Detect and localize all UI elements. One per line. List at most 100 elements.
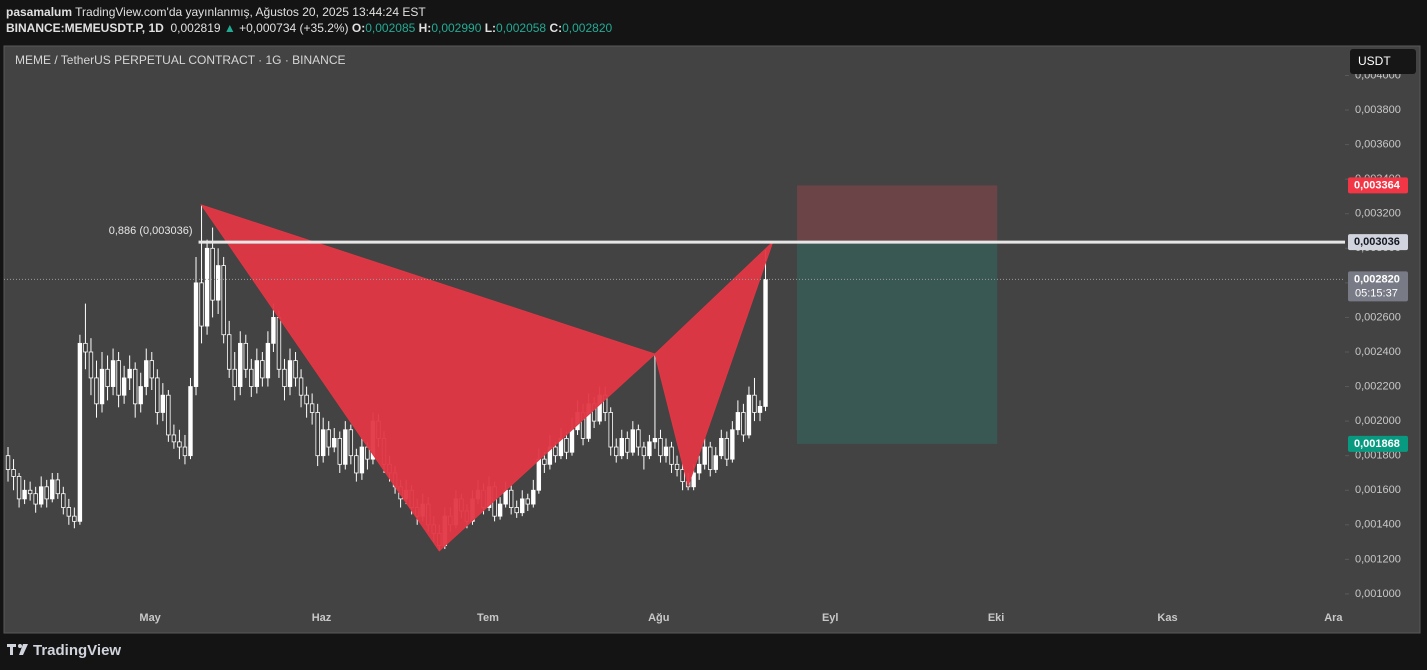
candle-body bbox=[83, 342, 88, 353]
candle-body bbox=[503, 489, 508, 505]
candle-body bbox=[238, 342, 243, 387]
x-tick-label: Eyl bbox=[822, 612, 839, 624]
candle-body bbox=[536, 458, 542, 491]
candle-body bbox=[144, 360, 149, 387]
candle-body bbox=[226, 334, 232, 370]
candle-body bbox=[553, 446, 558, 457]
candle-body bbox=[177, 441, 182, 448]
candle-body bbox=[138, 386, 143, 405]
candle-body bbox=[293, 360, 298, 379]
candle-body bbox=[337, 438, 342, 465]
y-tick-label: 0,002000 bbox=[1355, 415, 1401, 427]
candle-body bbox=[719, 438, 724, 457]
candle-body bbox=[625, 438, 630, 453]
y-tick-label: 0,002200 bbox=[1355, 380, 1401, 392]
price-label: 0,003364 bbox=[1354, 179, 1401, 191]
ohlc-key: L: bbox=[484, 21, 497, 35]
candle-body bbox=[680, 469, 685, 483]
x-tick-label: Kas bbox=[1157, 612, 1177, 624]
candle-body bbox=[730, 429, 735, 460]
candle-body bbox=[193, 282, 199, 387]
candle-body bbox=[497, 503, 503, 517]
candle-body bbox=[608, 412, 613, 448]
candle-body bbox=[50, 479, 55, 500]
x-tick-label: Ara bbox=[1324, 612, 1343, 624]
candle-body bbox=[55, 479, 60, 495]
candle-body bbox=[287, 360, 293, 387]
ohlc-key: H: bbox=[418, 21, 432, 35]
y-tick-label: 0,003600 bbox=[1355, 139, 1401, 151]
x-tick-label: Tem bbox=[477, 612, 499, 624]
x-tick-label: Eki bbox=[988, 612, 1005, 624]
fib-label: 0,886 (0,003036) bbox=[109, 225, 193, 237]
candle-body bbox=[614, 446, 619, 457]
ohlc-value: 0,002990 bbox=[431, 21, 482, 35]
candle-body bbox=[265, 342, 271, 379]
candle-body bbox=[11, 469, 16, 477]
candle-body bbox=[315, 412, 320, 457]
candle-body bbox=[249, 368, 254, 387]
candle-body bbox=[763, 279, 768, 407]
candle-body bbox=[741, 412, 746, 436]
author: pasamalum bbox=[6, 5, 73, 19]
ohlc: O:0,002085 H:0,002990 L:0,002058 C:0,002… bbox=[352, 21, 612, 35]
candle-body bbox=[61, 493, 66, 508]
candle-body bbox=[359, 446, 365, 474]
candle-body bbox=[38, 486, 44, 505]
candle-body bbox=[724, 438, 730, 460]
price-label-bg bbox=[1348, 435, 1408, 452]
candle-body bbox=[564, 438, 569, 453]
candle-body bbox=[735, 412, 741, 431]
currency-button[interactable] bbox=[1350, 49, 1416, 74]
candle-body bbox=[708, 446, 713, 470]
candle-body bbox=[652, 438, 658, 443]
candle-body bbox=[320, 429, 326, 457]
candle-body bbox=[674, 463, 680, 470]
pattern-triangle bbox=[200, 204, 656, 552]
currency-label[interactable]: USDT bbox=[1358, 54, 1391, 68]
candle-body bbox=[348, 429, 354, 457]
candle-body bbox=[542, 458, 547, 465]
candle-body bbox=[132, 368, 138, 405]
candle-body bbox=[166, 394, 171, 436]
candle-body bbox=[66, 507, 72, 517]
candle-body bbox=[636, 429, 641, 448]
candle-body bbox=[525, 498, 530, 505]
candle-body bbox=[282, 368, 287, 387]
candle-body bbox=[630, 429, 636, 453]
candle-body bbox=[647, 441, 652, 457]
ohlc-value: 0,002085 bbox=[365, 21, 416, 35]
candle-body bbox=[99, 368, 105, 405]
target-zone bbox=[797, 242, 998, 444]
candle-body bbox=[332, 438, 337, 448]
price-label-bg bbox=[1348, 234, 1408, 251]
candle-body bbox=[72, 515, 77, 522]
candle-body bbox=[569, 429, 575, 453]
brand-name: TradingView bbox=[33, 642, 121, 659]
brand-logo bbox=[7, 644, 28, 655]
candle-body bbox=[752, 394, 757, 413]
candle-body bbox=[713, 455, 718, 470]
candle-body bbox=[343, 429, 348, 465]
candle-body bbox=[221, 265, 226, 336]
plot-area: 0,886 (0,003036) bbox=[4, 185, 1345, 552]
chart-title: MEME / TetherUS PERPETUAL CONTRACT · 1G … bbox=[15, 53, 346, 67]
price-label: 0,003036 bbox=[1354, 236, 1400, 248]
price-label-bg bbox=[1348, 177, 1408, 194]
y-tick-label: 0,002600 bbox=[1355, 311, 1401, 323]
price-label: 0,002820 bbox=[1354, 273, 1400, 285]
candle-body bbox=[254, 360, 260, 387]
candle-body bbox=[44, 486, 49, 500]
stop-zone bbox=[797, 185, 998, 243]
candle-body bbox=[182, 446, 188, 457]
candle-body bbox=[127, 368, 132, 379]
y-tick-label: 0,003200 bbox=[1355, 208, 1401, 220]
candle-body bbox=[641, 446, 647, 457]
y-tick-label: 0,001400 bbox=[1355, 519, 1401, 531]
published: TradingView.com'da yayınlanmış, Ağustos … bbox=[75, 5, 426, 19]
candle-body bbox=[171, 434, 177, 443]
candle-body bbox=[520, 498, 525, 514]
up-arrow: ▲ bbox=[223, 21, 236, 35]
